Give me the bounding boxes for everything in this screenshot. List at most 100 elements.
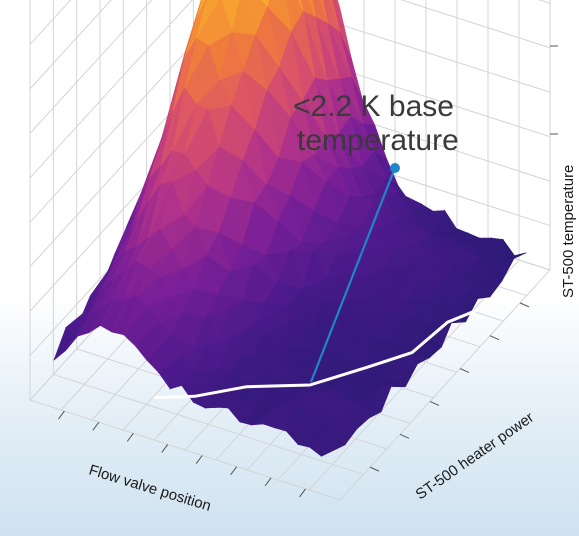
annotation-marker	[390, 163, 400, 173]
surface-facet	[135, 267, 160, 297]
surface-facet	[336, 273, 362, 288]
grid-line	[53, 373, 364, 475]
surface-facet	[278, 194, 303, 244]
surface-facet	[333, 399, 359, 423]
surface-facet	[454, 251, 480, 267]
surface-facet	[346, 339, 372, 362]
grid-line	[339, 269, 551, 501]
x-tick	[92, 421, 100, 431]
surface-facet	[394, 319, 419, 345]
surface-facet	[385, 220, 410, 225]
surface-facet	[307, 0, 316, 18]
surface-facet	[242, 202, 267, 256]
surface-facet	[266, 156, 291, 196]
surface-facet	[382, 310, 408, 344]
surface-facet	[347, 324, 373, 345]
surface-facet	[254, 183, 279, 222]
surface-facet	[442, 265, 468, 283]
surface-facet	[385, 192, 411, 217]
surface-facet	[287, 331, 314, 348]
surface-facet	[252, 333, 278, 356]
surface-facet	[207, 0, 233, 47]
surface-facet	[418, 265, 444, 283]
surface-facet	[372, 223, 398, 234]
surface-facet	[194, 184, 220, 234]
surface-facet	[326, 22, 352, 78]
surface-facet	[384, 231, 410, 242]
surface-facet	[184, 37, 209, 89]
surface-facet	[395, 259, 420, 283]
surface-facet	[136, 165, 162, 220]
surface-facet	[252, 351, 278, 384]
surface-facet	[322, 398, 347, 410]
surface-facet	[275, 346, 301, 363]
surface-facet	[217, 307, 243, 341]
surface-facet	[395, 279, 420, 290]
x-tick	[161, 444, 169, 453]
surface-facet	[205, 339, 231, 349]
surface-facet	[285, 419, 311, 437]
surface-facet	[242, 128, 268, 186]
surface-facet	[207, 79, 232, 111]
surface-facet	[325, 166, 351, 197]
surface-facet	[369, 380, 394, 403]
surface-facet	[454, 241, 480, 257]
surface-facet	[217, 270, 243, 302]
surface-facet	[345, 380, 371, 398]
surface-facet	[123, 260, 149, 302]
surface-facet	[136, 184, 161, 247]
surface-facet	[260, 0, 269, 8]
surface-facet	[100, 299, 125, 326]
surface-facet	[288, 314, 314, 330]
surface-facet	[288, 288, 314, 305]
surface-facet	[334, 380, 359, 388]
surface-facet	[146, 276, 172, 307]
surface-facet	[347, 301, 373, 315]
surface-mesh	[53, 0, 527, 457]
surface-facet	[251, 407, 276, 426]
surface-facet	[335, 313, 361, 335]
x-tick	[230, 466, 238, 475]
surface-facet	[302, 77, 327, 139]
surface-facet	[219, 105, 244, 161]
surface-facet	[195, 44, 221, 106]
surface-facet	[160, 87, 185, 167]
grid-line	[29, 0, 153, 134]
surface-facet	[251, 393, 277, 416]
surface-facet	[263, 360, 289, 379]
surface-facet	[348, 275, 374, 302]
surface-facet	[357, 401, 382, 413]
surface-facet	[419, 248, 445, 267]
surface-facet	[418, 293, 443, 316]
surface-facet	[297, 0, 304, 12]
surface-facet	[262, 407, 288, 427]
surface-facet	[265, 220, 291, 256]
surface-facet	[370, 341, 395, 345]
grid-line	[29, 0, 112, 90]
surface-facet	[339, 31, 364, 103]
surface-facet	[405, 315, 431, 326]
surface-facet	[124, 237, 149, 273]
surface-facet	[431, 265, 456, 267]
surface-facet	[253, 254, 279, 284]
surface-facet	[265, 0, 270, 7]
surface-facet	[157, 334, 183, 374]
surface-facet	[288, 242, 315, 252]
y-tick	[399, 433, 410, 439]
surface-facet	[406, 278, 432, 302]
surface-facet	[408, 228, 434, 237]
surface-facet	[275, 389, 300, 410]
surface-facet	[357, 368, 383, 382]
surface-facet	[276, 303, 303, 316]
surface-facet	[490, 238, 516, 261]
surface-facet	[160, 150, 185, 185]
y-tick	[429, 400, 440, 406]
surface-facet	[432, 210, 457, 235]
surface-facet	[278, 31, 304, 101]
surface-facet	[324, 313, 349, 335]
surface-facet	[314, 137, 339, 169]
surface-facet	[229, 332, 255, 356]
surface-facet	[148, 110, 174, 179]
surface-facet	[231, 0, 256, 36]
x-tick	[299, 488, 306, 498]
